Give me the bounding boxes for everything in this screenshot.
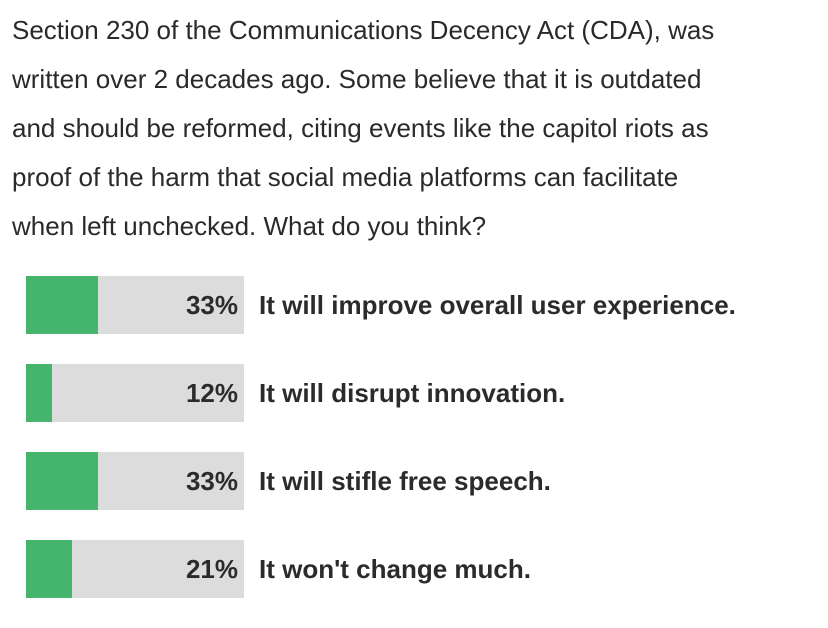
poll-option: 21% It won't change much.	[26, 540, 816, 598]
result-bar-fill	[26, 364, 53, 422]
question-line: written over 2 decades ago. Some believe…	[12, 64, 702, 94]
question-line: Section 230 of the Communications Decenc…	[12, 15, 715, 45]
result-bar: 33%	[26, 276, 244, 334]
poll-question: Section 230 of the Communications Decenc…	[12, 6, 812, 251]
question-line: proof of the harm that social media plat…	[12, 162, 679, 192]
result-bar-fill	[26, 276, 98, 334]
result-bar-fill	[26, 540, 72, 598]
result-bar: 12%	[26, 364, 244, 422]
result-percent: 33%	[185, 466, 238, 496]
poll-option: 33% It will improve overall user experie…	[26, 276, 816, 334]
result-percent: 12%	[185, 378, 238, 408]
option-label: It will improve overall user experience.	[259, 289, 736, 320]
option-label: It will stifle free speech.	[259, 465, 551, 496]
result-percent: 21%	[185, 554, 238, 584]
poll-option: 12% It will disrupt innovation.	[26, 364, 816, 422]
option-label: It will disrupt innovation.	[259, 377, 566, 408]
poll-results: 33% It will improve overall user experie…	[26, 276, 816, 628]
result-percent: 33%	[185, 290, 238, 320]
result-bar-fill	[26, 452, 98, 510]
question-line: when left unchecked. What do you think?	[12, 211, 487, 241]
result-bar: 33%	[26, 452, 244, 510]
option-label: It won't change much.	[259, 553, 531, 584]
poll-option: 33% It will stifle free speech.	[26, 452, 816, 510]
result-bar: 21%	[26, 540, 244, 598]
question-line: and should be reformed, citing events li…	[12, 113, 709, 143]
